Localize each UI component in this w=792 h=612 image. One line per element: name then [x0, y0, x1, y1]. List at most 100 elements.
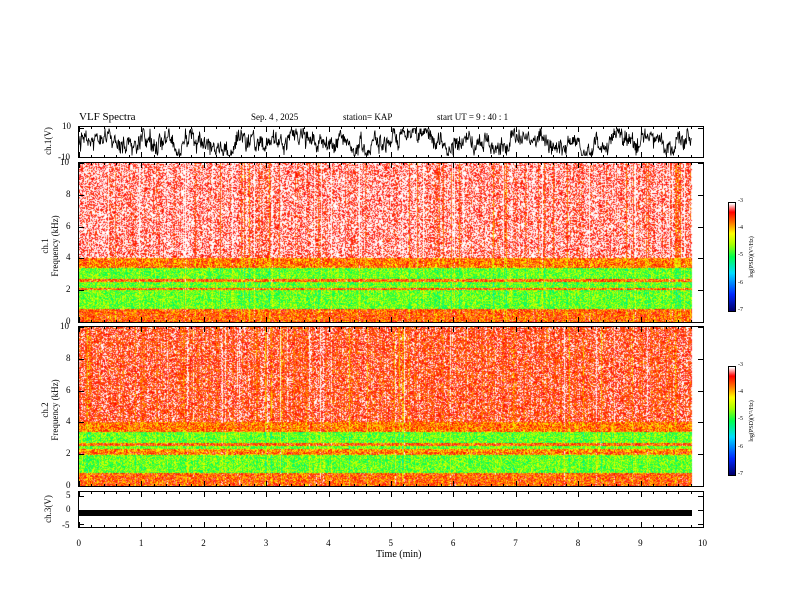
x-minor-tick-mark: [166, 126, 168, 129]
x-tick-mark: [703, 491, 704, 497]
wave-ytick-mark: [79, 128, 84, 129]
x-minor-tick-mark: [403, 126, 405, 129]
x-minor-tick-mark: [128, 162, 130, 165]
x-minor-tick-mark: [415, 491, 417, 494]
ch2-spec-ytick-mark-R: [698, 422, 703, 424]
x-tick-mark: [640, 481, 642, 487]
station-label: station= KAP: [343, 112, 393, 122]
x-minor-tick-mark: [503, 326, 505, 329]
x-minor-tick-mark: [478, 484, 480, 487]
x-minor-tick-mark: [366, 491, 368, 494]
cb1-tick-m7: -7: [738, 307, 743, 313]
x-minor-tick-mark: [253, 126, 255, 129]
x-minor-tick-mark: [353, 491, 355, 494]
x-minor-tick-mark: [128, 320, 130, 323]
ch2-spec-ytick-mark-L: [79, 454, 84, 456]
x-tick-mark: [640, 522, 642, 528]
x-minor-tick-mark: [253, 320, 255, 323]
x-minor-tick-mark: [116, 525, 118, 528]
x-minor-tick-mark: [316, 326, 318, 329]
x-minor-tick-mark: [116, 320, 118, 323]
x-minor-tick-mark: [166, 491, 168, 494]
x-tick-mark: [203, 522, 205, 528]
x-tick-mark: [391, 326, 392, 332]
x-minor-tick-mark: [503, 320, 505, 323]
x-minor-tick-mark: [291, 326, 293, 329]
ch2-spec-ytick-mark-R: [698, 358, 703, 360]
x-tick-label-5: 5: [388, 538, 394, 548]
ch2-spec-ytick-mark-R: [698, 327, 703, 328]
wave-ytick-mark: [79, 157, 84, 158]
x-minor-tick-mark: [478, 320, 480, 323]
x-minor-tick-mark: [103, 155, 105, 158]
x-tick-mark: [578, 162, 580, 168]
x-minor-tick-mark: [565, 126, 567, 129]
x-minor-tick-mark: [665, 484, 667, 487]
x-minor-tick-mark: [540, 126, 542, 129]
x-tick-mark: [391, 522, 392, 528]
x-minor-tick-mark: [191, 491, 193, 494]
x-tick-mark: [203, 152, 205, 158]
x-minor-tick-mark: [91, 491, 93, 494]
x-minor-tick-mark: [478, 326, 480, 329]
x-tick-mark: [703, 317, 704, 323]
x-minor-tick-mark: [241, 126, 243, 129]
x-minor-tick-mark: [653, 484, 655, 487]
x-minor-tick-mark: [528, 320, 530, 323]
x-minor-tick-mark: [628, 491, 630, 494]
x-minor-tick-mark: [690, 326, 692, 329]
x-minor-tick-mark: [553, 491, 555, 494]
ch2-spec-ytick-10: 10: [60, 321, 69, 331]
x-minor-tick-mark: [628, 320, 630, 323]
x-minor-tick-mark: [166, 162, 168, 165]
x-tick-label-6: 6: [450, 538, 456, 548]
x-minor-tick-mark: [465, 525, 467, 528]
x-minor-tick-mark: [665, 155, 667, 158]
cb1-tick-m3: -3: [738, 198, 743, 204]
x-tick-mark: [79, 126, 80, 132]
x-minor-tick-mark: [353, 525, 355, 528]
ch2-spec-ytick-0: 0: [66, 480, 71, 490]
x-minor-tick-mark: [253, 326, 255, 329]
x-minor-tick-mark: [366, 155, 368, 158]
x-minor-tick-mark: [103, 484, 105, 487]
x-minor-tick-mark: [378, 320, 380, 323]
x-tick-mark: [515, 481, 517, 487]
x-minor-tick-mark: [628, 525, 630, 528]
cb1-tick-m5: -5: [738, 252, 743, 258]
x-minor-tick-mark: [440, 326, 442, 329]
x-minor-tick-mark: [465, 484, 467, 487]
x-minor-tick-mark: [403, 162, 405, 165]
x-minor-tick-mark: [216, 484, 218, 487]
x-minor-tick-mark: [91, 484, 93, 487]
x-tick-mark: [515, 152, 517, 158]
ch1-spec-ytick-0: 0: [66, 316, 71, 326]
ch1-spec-ytick-mark-R: [698, 258, 703, 260]
ch2-spec-ytick-mark-L: [79, 422, 84, 424]
x-minor-tick-mark: [116, 126, 118, 129]
x-minor-tick-mark: [490, 162, 492, 165]
x-minor-tick-mark: [478, 155, 480, 158]
x-minor-tick-mark: [303, 162, 305, 165]
x-tick-mark: [453, 162, 455, 168]
x-minor-tick-mark: [116, 162, 118, 165]
x-tick-label-10: 10: [698, 538, 707, 548]
ch1-spec-ytick-mark-L: [79, 163, 84, 164]
x-minor-tick-mark: [341, 320, 343, 323]
ch2-spec-ytick-mark-L: [79, 327, 84, 328]
ch1-spec-ytick-mark-R: [698, 290, 703, 292]
x-tick-mark: [391, 126, 392, 132]
x-minor-tick-mark: [603, 525, 605, 528]
x-tick-mark: [266, 162, 268, 168]
x-tick-mark: [453, 317, 455, 323]
ch3-waveform-line: [79, 510, 692, 516]
x-minor-tick-mark: [440, 491, 442, 494]
ch1-spec-ytick-mark-R: [698, 226, 703, 228]
x-minor-tick-mark: [528, 491, 530, 494]
x-minor-tick-mark: [503, 525, 505, 528]
x-minor-tick-mark: [316, 484, 318, 487]
x-minor-tick-mark: [316, 126, 318, 129]
x-minor-tick-mark: [590, 126, 592, 129]
x-minor-tick-mark: [478, 491, 480, 494]
x-tick-mark: [703, 326, 704, 332]
